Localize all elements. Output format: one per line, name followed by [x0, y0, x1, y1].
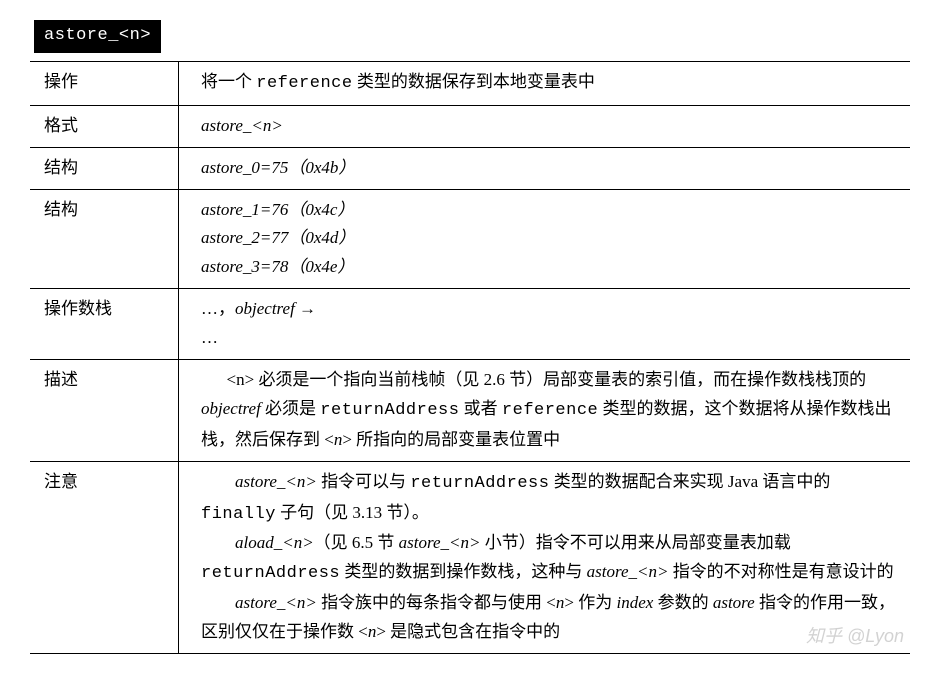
label-struct1: 结构 [30, 147, 179, 189]
row-desc: 描述 <n> 必须是一个指向当前栈帧（见 2.6 节）局部变量表的索引值，而在操… [30, 360, 910, 462]
content-format: astore_<n> [179, 105, 911, 147]
content-struct2: astore_1=76（0x4c） astore_2=77（0x4d） asto… [179, 189, 911, 289]
content-desc: <n> 必须是一个指向当前栈帧（见 2.6 节）局部变量表的索引值，而在操作数栈… [179, 360, 911, 462]
label-format: 格式 [30, 105, 179, 147]
content-note: astore_<n> 指令可以与 returnAddress 类型的数据配合来实… [179, 461, 911, 653]
label-operation: 操作 [30, 61, 179, 105]
content-struct1: astore_0=75（0x4b） [179, 147, 911, 189]
instruction-title: astore_<n> [34, 20, 161, 53]
row-struct1: 结构 astore_0=75（0x4b） [30, 147, 910, 189]
document-wrapper: astore_<n> 操作 将一个 reference 类型的数据保存到本地变量… [30, 20, 910, 654]
row-stack: 操作数栈 …，objectref → … [30, 289, 910, 360]
row-struct2: 结构 astore_1=76（0x4c） astore_2=77（0x4d） a… [30, 189, 910, 289]
row-format: 格式 astore_<n> [30, 105, 910, 147]
label-desc: 描述 [30, 360, 179, 462]
label-note: 注意 [30, 461, 179, 653]
content-stack: …，objectref → … [179, 289, 911, 360]
content-operation: 将一个 reference 类型的数据保存到本地变量表中 [179, 61, 911, 105]
row-operation: 操作 将一个 reference 类型的数据保存到本地变量表中 [30, 61, 910, 105]
row-note: 注意 astore_<n> 指令可以与 returnAddress 类型的数据配… [30, 461, 910, 653]
label-struct2: 结构 [30, 189, 179, 289]
definition-table: 操作 将一个 reference 类型的数据保存到本地变量表中 格式 astor… [30, 61, 910, 654]
label-stack: 操作数栈 [30, 289, 179, 360]
